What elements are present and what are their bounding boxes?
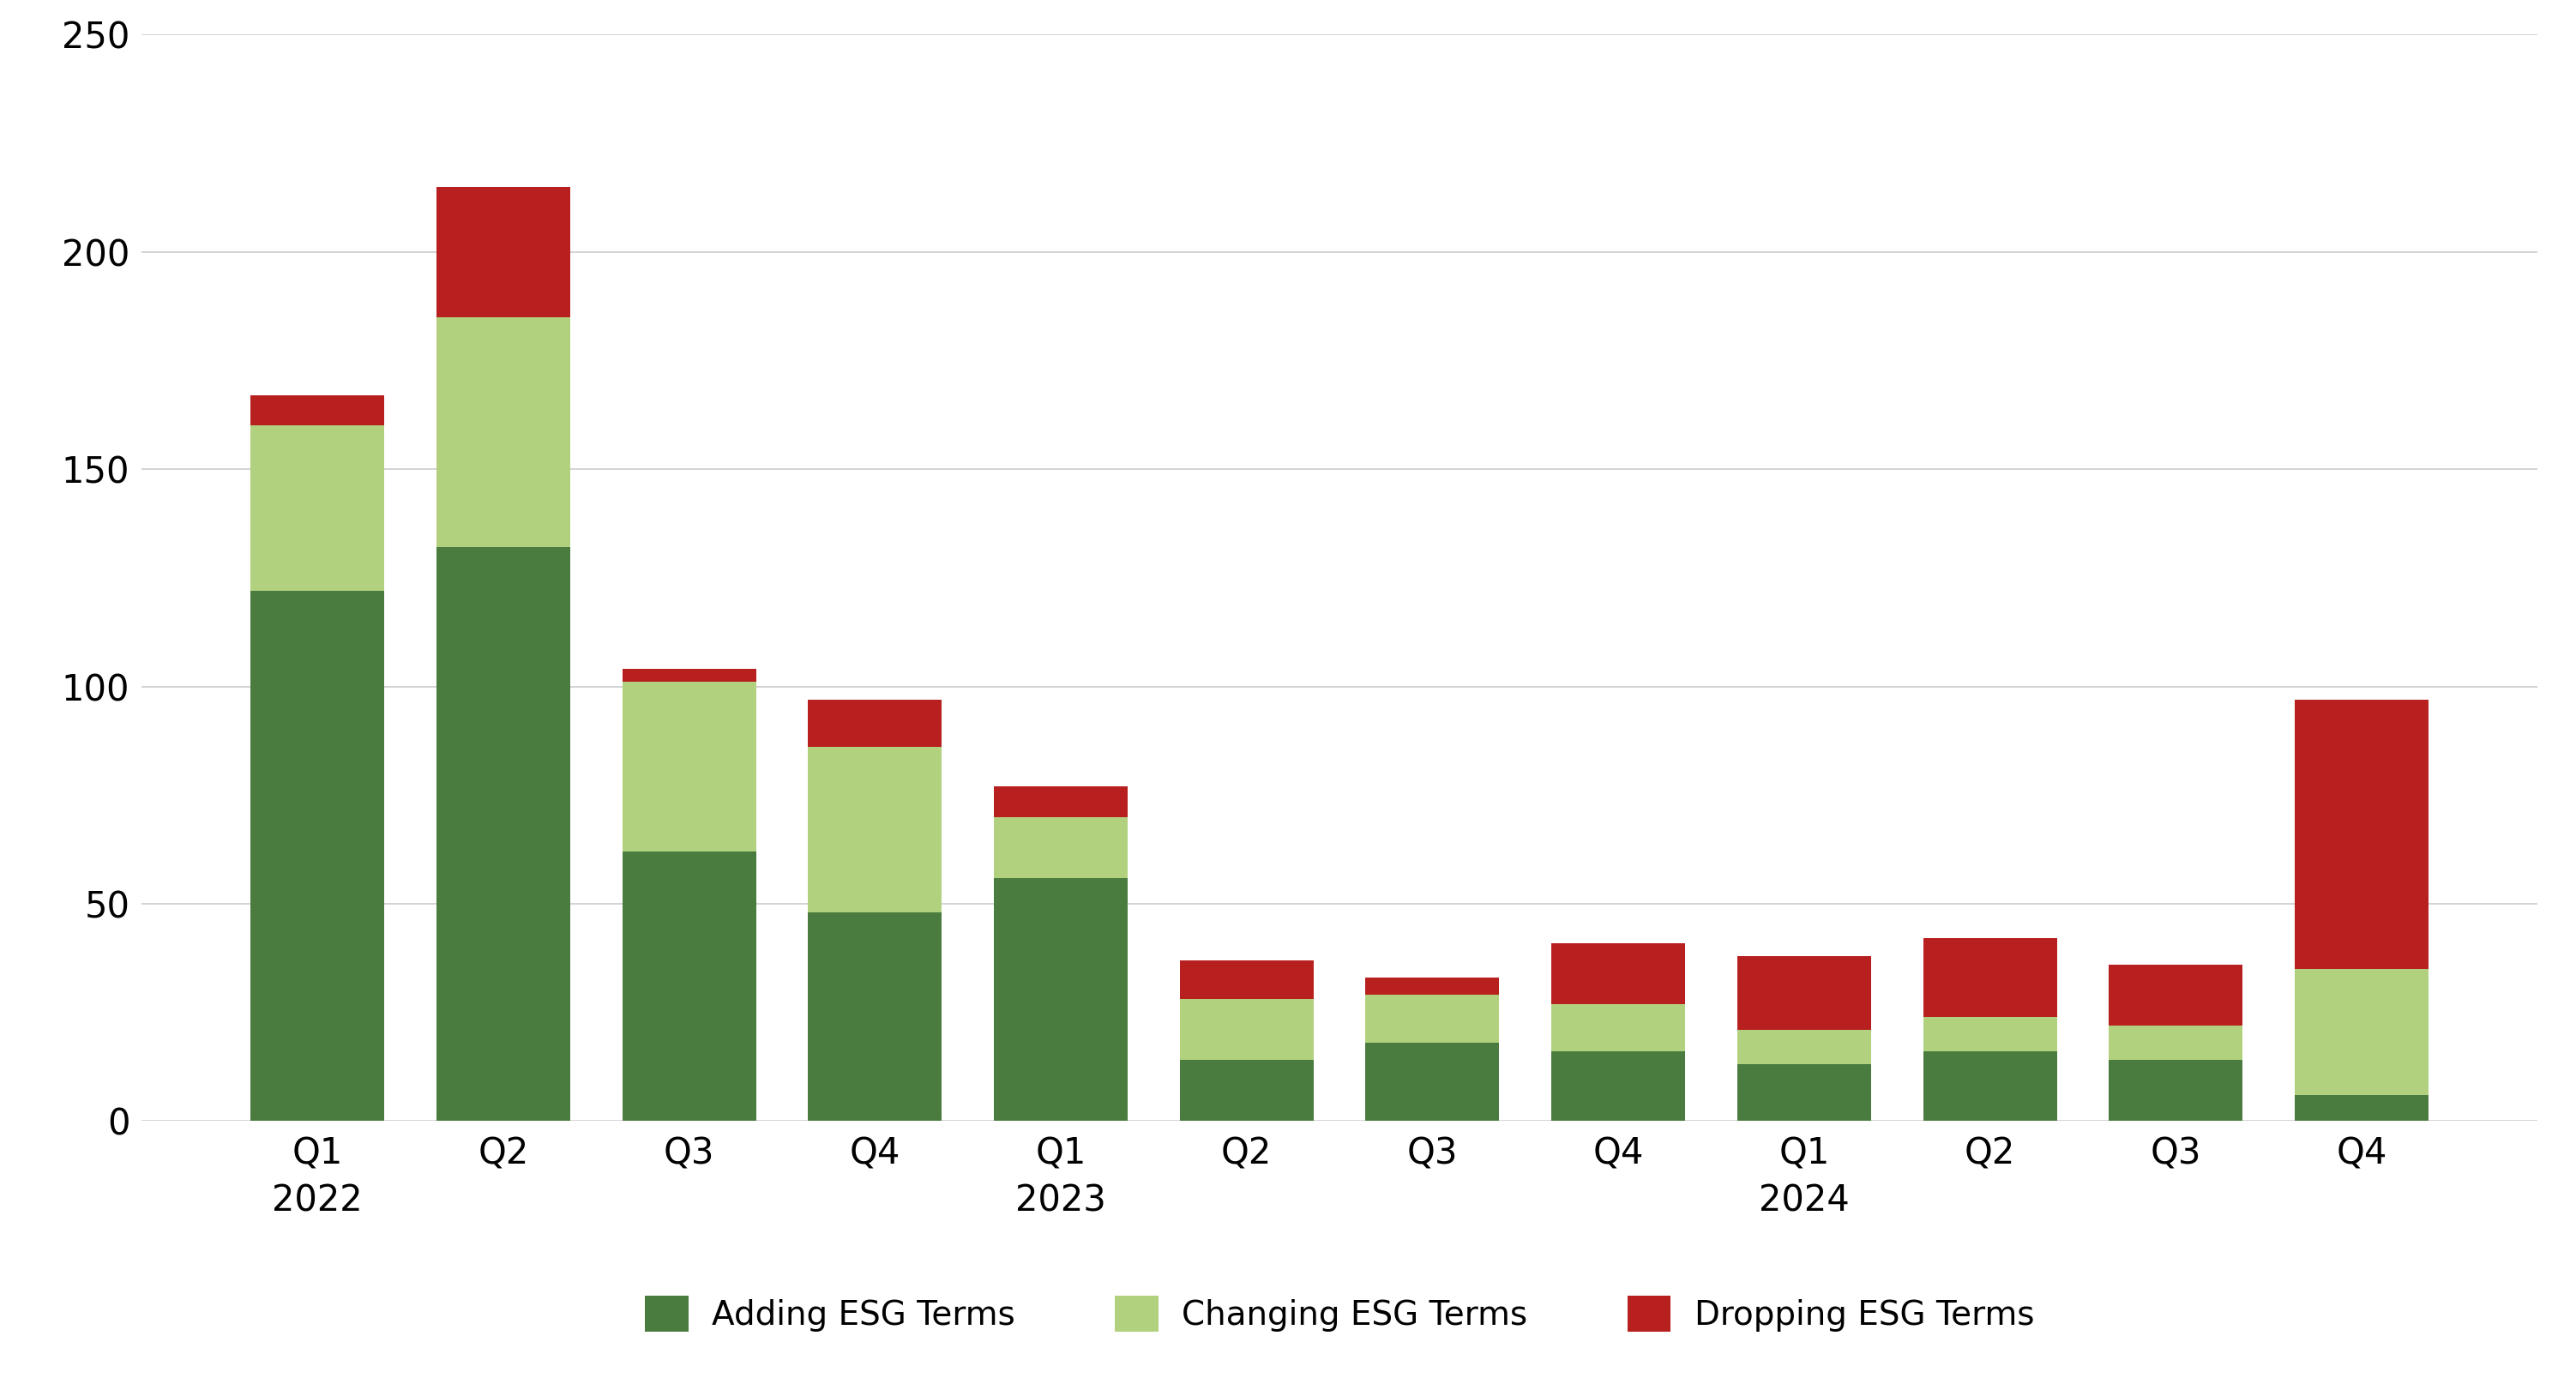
Bar xyxy=(1365,1042,1499,1121)
Bar xyxy=(623,851,755,1121)
Bar xyxy=(1924,1017,2056,1052)
Bar xyxy=(994,817,1128,877)
Bar xyxy=(2110,1060,2244,1121)
Bar xyxy=(1924,1052,2056,1121)
Bar xyxy=(1551,1003,1685,1052)
Bar xyxy=(2295,699,2429,969)
Bar xyxy=(809,912,943,1121)
Bar xyxy=(809,699,943,747)
Bar xyxy=(809,747,943,912)
Bar xyxy=(623,682,755,851)
Bar xyxy=(1180,999,1314,1060)
Bar xyxy=(1551,1052,1685,1121)
Bar xyxy=(1365,977,1499,995)
Bar xyxy=(1736,956,1870,1030)
Bar xyxy=(1551,943,1685,1003)
Bar xyxy=(1365,995,1499,1042)
Bar xyxy=(2295,1095,2429,1121)
Bar xyxy=(435,317,569,548)
Bar xyxy=(2295,969,2429,1095)
Bar xyxy=(994,877,1128,1121)
Bar xyxy=(435,187,569,317)
Bar xyxy=(1736,1030,1870,1064)
Bar xyxy=(250,426,384,591)
Bar xyxy=(623,668,755,682)
Bar xyxy=(1736,1064,1870,1121)
Legend: Adding ESG Terms, Changing ESG Terms, Dropping ESG Terms: Adding ESG Terms, Changing ESG Terms, Dr… xyxy=(629,1279,2050,1348)
Bar xyxy=(1924,938,2056,1017)
Bar xyxy=(994,786,1128,817)
Bar xyxy=(1180,1060,1314,1121)
Bar xyxy=(2110,965,2244,1026)
Bar xyxy=(1180,960,1314,999)
Bar xyxy=(250,591,384,1121)
Bar xyxy=(250,396,384,426)
Bar xyxy=(2110,1026,2244,1060)
Bar xyxy=(435,548,569,1121)
